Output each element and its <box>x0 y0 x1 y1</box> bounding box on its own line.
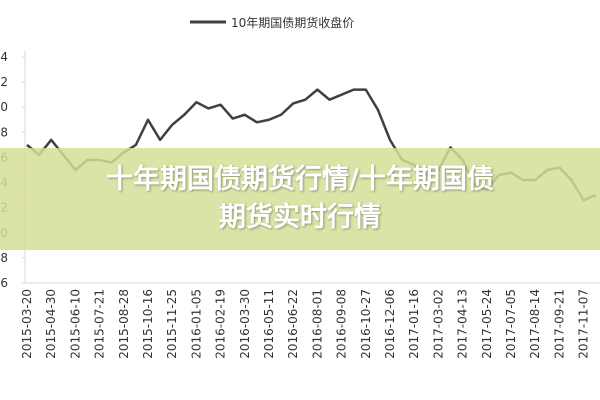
banner: 十年期国债期货行情/十年期国债 期货实时行情 <box>0 148 600 250</box>
x-tick-label: 2015-03-20 <box>20 289 34 359</box>
x-tick-label: 2017-11-07 <box>577 289 591 359</box>
x-tick-label: 2016-06-22 <box>286 289 300 359</box>
x-tick-label: 2016-05-11 <box>262 289 276 359</box>
x-tick-label: 2016-09-08 <box>335 289 349 359</box>
x-tick-label: 2017-08-14 <box>528 289 542 359</box>
x-tick-label: 2016-02-19 <box>214 289 228 359</box>
x-tick-label: 2017-05-24 <box>480 289 494 359</box>
x-tick-label: 2017-01-16 <box>407 289 421 359</box>
x-tick-label: 2016-10-27 <box>359 289 373 359</box>
banner-line: 十年期国债期货行情/十年期国债 <box>106 164 494 195</box>
x-tick-label: 2016-03-30 <box>238 289 252 359</box>
y-tick-label: 100 <box>0 100 8 114</box>
y-tick-label: 98 <box>0 125 8 139</box>
legend-label: 10年期国债期货收盘价 <box>231 15 354 30</box>
x-tick-label: 2017-04-13 <box>456 289 470 359</box>
x-tick-label: 2015-04-30 <box>44 289 58 359</box>
x-tick-label: 2016-01-05 <box>189 289 203 359</box>
x-tick-label: 2015-06-10 <box>68 289 82 359</box>
y-tick-label: 88 <box>0 251 8 265</box>
y-tick-label: 104 <box>0 50 8 64</box>
x-tick-label: 2017-03-02 <box>431 289 445 359</box>
x-tick-label: 2015-08-28 <box>117 289 131 359</box>
x-tick-label: 2015-11-25 <box>165 289 179 359</box>
x-tick-label: 2015-10-16 <box>141 289 155 359</box>
x-tick-label: 2017-09-21 <box>552 289 566 359</box>
x-tick-label: 2017-07-05 <box>504 289 518 359</box>
y-tick-label: 86 <box>0 276 8 290</box>
x-tick-label: 2015-07-21 <box>93 289 107 359</box>
x-tick-label: 2016-08-01 <box>310 289 324 359</box>
x-tick-label: 2016-12-06 <box>383 289 397 359</box>
banner-line: 期货实时行情 <box>219 202 381 233</box>
y-tick-label: 102 <box>0 75 8 89</box>
